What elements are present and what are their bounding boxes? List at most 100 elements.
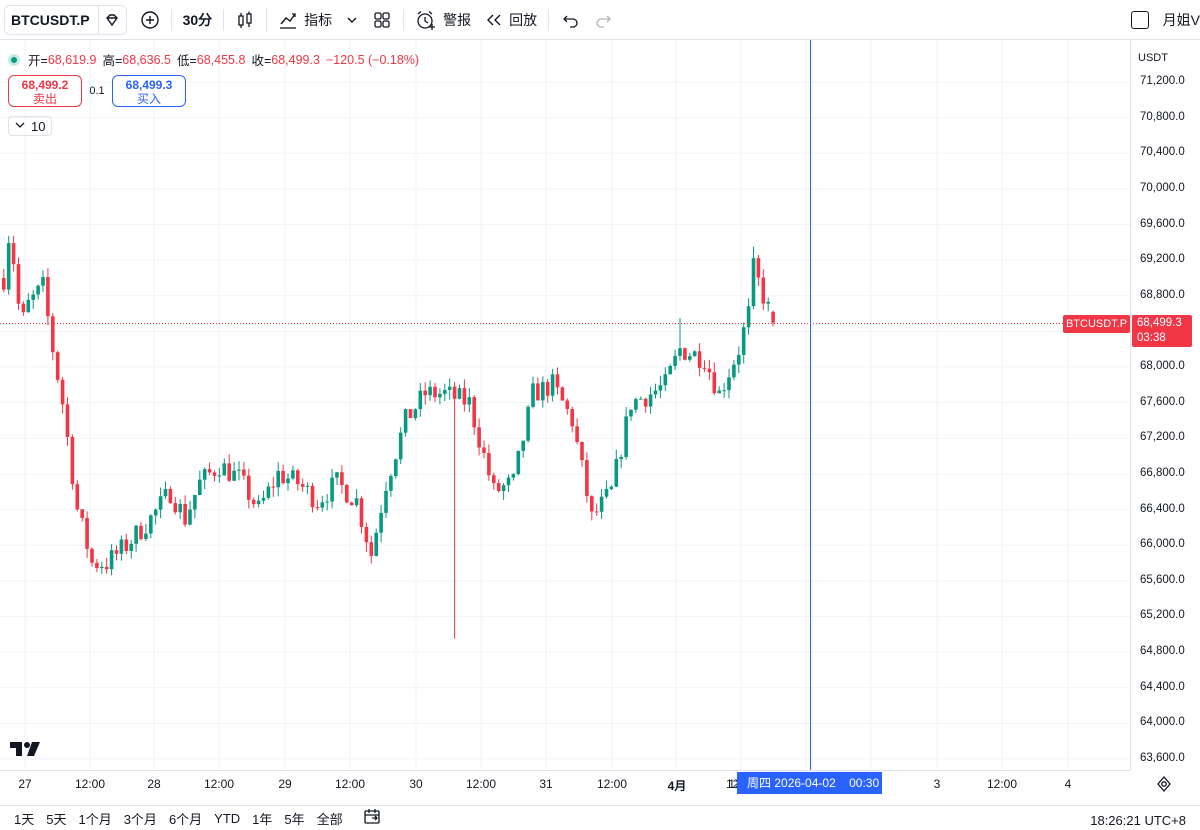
candle-body <box>418 390 423 410</box>
gear-icon[interactable] <box>1155 775 1173 798</box>
range-button[interactable]: 1天 <box>14 811 35 827</box>
candle-body <box>374 532 378 556</box>
range-button[interactable]: 5年 <box>284 811 305 827</box>
candle-body <box>95 562 99 569</box>
account-label[interactable]: 月姐V <box>1162 12 1200 28</box>
undo-button[interactable] <box>553 5 587 35</box>
range-button[interactable]: 1个月 <box>78 811 112 827</box>
price-tick-label: 69,200.0 <box>1140 253 1185 266</box>
candle-body <box>139 525 143 539</box>
order-quantity[interactable]: 0.1 <box>89 85 105 97</box>
candle-body <box>697 351 702 368</box>
clock-timezone[interactable]: 18:26:21 UTC+8 <box>1090 813 1186 828</box>
candle-body <box>761 277 766 304</box>
symbol-search[interactable]: BTCUSDT.P <box>4 4 127 35</box>
range-button[interactable]: 3个月 <box>123 811 157 827</box>
candle-body <box>359 498 364 527</box>
candle-body <box>340 472 344 485</box>
time-axis[interactable] <box>0 770 1130 798</box>
sell-button[interactable]: 68,499.2 卖出 <box>8 75 82 107</box>
candles-icon <box>235 10 255 30</box>
candle-body <box>457 388 462 399</box>
candle-body <box>668 365 672 375</box>
buy-price: 68,499.3 <box>125 78 173 92</box>
toolbar-divider <box>223 8 225 31</box>
tradingview-logo[interactable] <box>10 740 44 763</box>
symbol-name[interactable]: BTCUSDT.P <box>11 11 90 28</box>
candle-body <box>580 441 584 461</box>
candle-body <box>462 388 467 405</box>
alerts-label: 警报 <box>443 11 472 28</box>
crosshair-time-label: 周四 2026-04-02 00:30 <box>737 772 882 794</box>
buy-button[interactable]: 68,499.3 买入 <box>112 75 186 107</box>
candle-body <box>516 450 521 475</box>
candle-body <box>521 440 525 451</box>
time-tick-label: 4月 <box>667 779 687 793</box>
redo-icon <box>594 11 614 29</box>
fullscreen-square-icon[interactable] <box>1130 11 1149 29</box>
candle-body <box>477 427 481 448</box>
chevron-down-icon <box>15 121 25 132</box>
candle-body <box>732 364 736 378</box>
indicator-toggle[interactable]: 10 <box>8 116 53 136</box>
candle-body <box>609 486 614 489</box>
low-key: 低= <box>176 54 197 68</box>
calendar-goto-icon[interactable] <box>363 807 381 830</box>
candle-body <box>310 485 315 508</box>
candle-body <box>114 550 119 554</box>
range-button[interactable]: YTD <box>214 810 241 826</box>
candle-body <box>212 472 217 476</box>
candle-body <box>80 509 84 518</box>
candle-body <box>134 525 138 544</box>
candle-body <box>594 511 599 513</box>
candle-body <box>227 463 231 481</box>
price-tick-label: 70,800.0 <box>1140 110 1185 123</box>
indicators-button[interactable]: 指标 <box>271 5 339 35</box>
close-key: 收= <box>251 54 272 68</box>
range-button[interactable]: 5天 <box>46 811 67 827</box>
candle-body <box>55 352 60 380</box>
candle-body <box>173 503 178 513</box>
toolbar-divider <box>548 8 550 31</box>
diamond-icon[interactable] <box>97 5 126 34</box>
range-button[interactable]: 全部 <box>316 811 343 827</box>
range-button[interactable]: 6个月 <box>168 811 203 827</box>
chart-type-button[interactable] <box>228 5 262 35</box>
price-tick-label: 67,600.0 <box>1140 395 1185 408</box>
high-value: 68,636.5 <box>122 52 171 67</box>
indicator-templates-button[interactable] <box>339 5 365 35</box>
candle-body <box>648 394 653 407</box>
price-chart[interactable] <box>0 40 1200 770</box>
replay-button[interactable]: 回放 <box>478 5 544 35</box>
candle-body <box>251 499 256 505</box>
candle-body <box>41 277 45 286</box>
price-axis-currency[interactable]: USDT <box>1138 52 1168 64</box>
interval-button[interactable]: 30分 <box>176 5 220 35</box>
candle-body <box>232 470 236 481</box>
trade-panel: 68,499.2 卖出 0.1 68,499.3 买入 <box>8 75 186 107</box>
time-tick-label: 3 <box>933 777 941 791</box>
alerts-button[interactable]: 警报 <box>408 5 478 35</box>
candle-body <box>702 367 707 369</box>
candle-body <box>296 470 300 485</box>
compare-symbol-button[interactable] <box>133 5 167 35</box>
candle-body <box>330 477 334 502</box>
price-tick-label: 66,000.0 <box>1140 538 1185 551</box>
tooltip-time: 00:30 <box>849 776 880 790</box>
range-button[interactable]: 1年 <box>252 811 273 827</box>
candle-body <box>379 512 383 533</box>
redo-button[interactable] <box>587 5 621 35</box>
candle-body <box>771 311 775 323</box>
plus-circle-icon <box>140 10 160 30</box>
candle-body <box>178 503 182 513</box>
undo-icon <box>560 11 580 29</box>
layout-button[interactable] <box>365 5 399 35</box>
candle-body <box>506 477 511 486</box>
open-value: 68,619.9 <box>47 52 97 67</box>
candle-body <box>168 489 173 504</box>
candle-body <box>629 409 633 417</box>
price-tick-label: 64,400.0 <box>1140 680 1185 693</box>
candle-body <box>70 436 75 485</box>
candle-body <box>717 390 721 394</box>
market-status-icon[interactable] <box>8 53 20 66</box>
